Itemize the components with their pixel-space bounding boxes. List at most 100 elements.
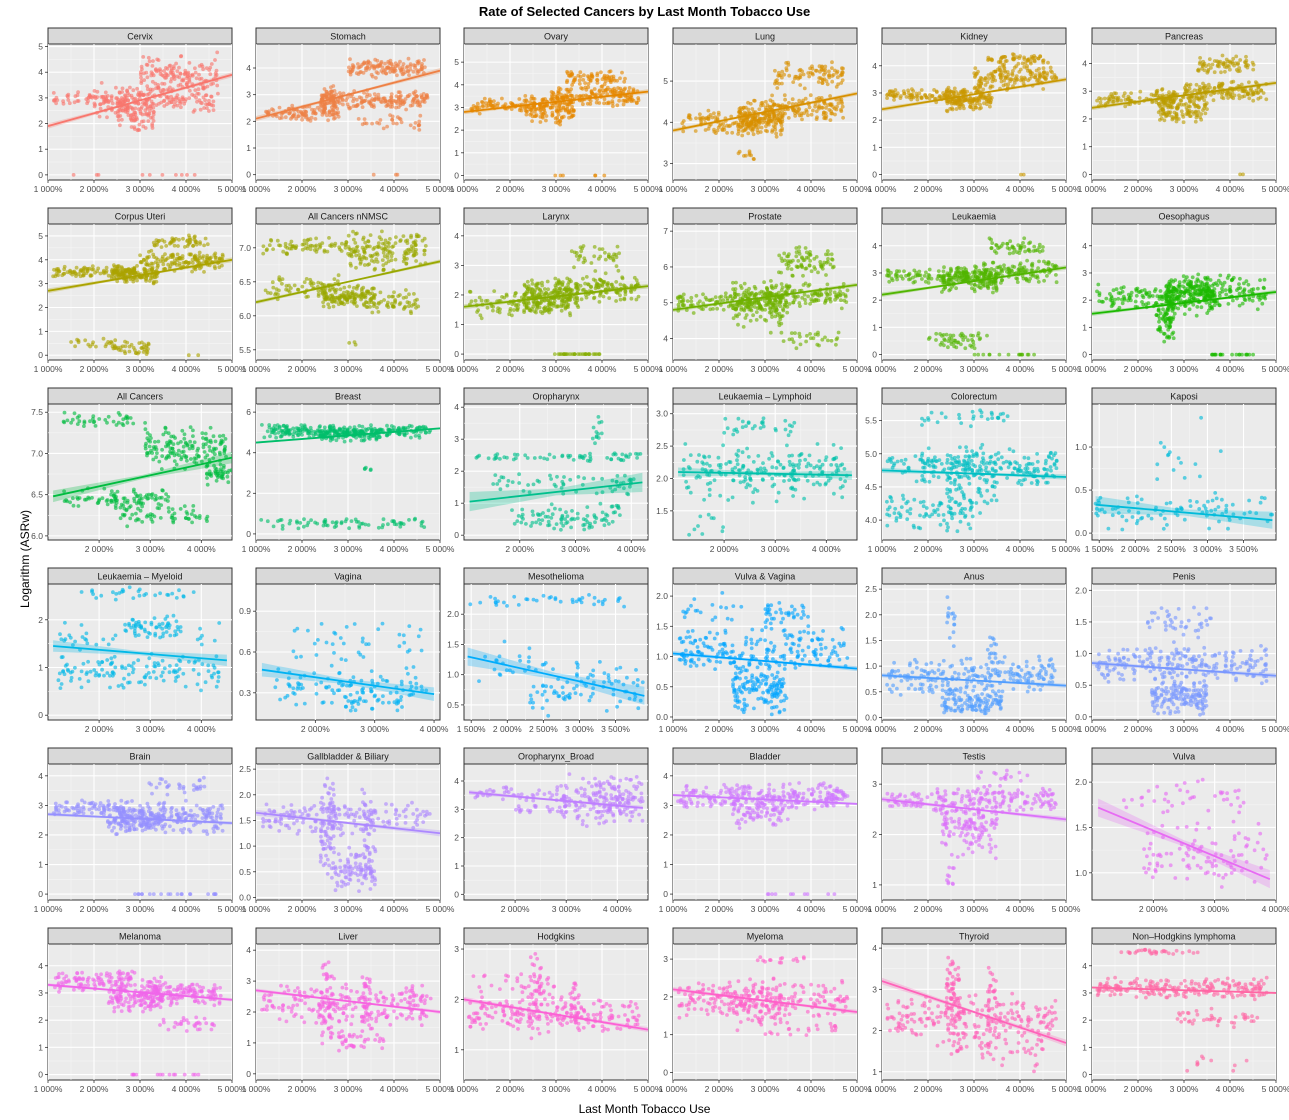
data-point xyxy=(162,69,167,73)
data-point xyxy=(266,110,270,115)
data-point xyxy=(599,70,603,75)
data-point xyxy=(593,173,598,178)
data-point xyxy=(200,64,205,69)
y-tick-label: 5 xyxy=(454,57,459,67)
data-point xyxy=(987,99,991,104)
data-point xyxy=(1161,111,1165,116)
data-point xyxy=(978,102,982,107)
data-point xyxy=(368,292,372,296)
data-point xyxy=(1211,98,1216,103)
data-point xyxy=(261,244,266,249)
data-point xyxy=(1242,94,1247,98)
data-point xyxy=(574,251,579,255)
data-point xyxy=(372,293,377,298)
data-point xyxy=(76,272,81,276)
data-point xyxy=(810,66,815,71)
data-point xyxy=(751,132,756,137)
data-point xyxy=(375,252,380,257)
data-point xyxy=(336,99,341,103)
y-tick-label: 3 xyxy=(872,88,877,98)
data-point xyxy=(710,297,715,302)
data-point xyxy=(598,254,603,259)
data-point xyxy=(383,61,387,66)
data-point xyxy=(473,298,478,303)
data-point xyxy=(629,283,634,288)
data-point xyxy=(1207,62,1211,67)
x-tick-label: 1 000% xyxy=(34,184,63,194)
data-point xyxy=(752,305,757,309)
data-point xyxy=(594,100,599,105)
data-point xyxy=(1234,54,1239,59)
data-point xyxy=(563,305,568,310)
data-point xyxy=(194,95,199,100)
data-point xyxy=(287,290,292,294)
data-point xyxy=(314,243,319,248)
data-point xyxy=(526,286,530,291)
y-tick-label: 3 xyxy=(454,102,459,112)
data-point xyxy=(381,126,386,131)
data-point xyxy=(584,275,589,279)
data-point xyxy=(352,301,357,306)
x-tick-label: 4 000% xyxy=(380,364,409,374)
data-point xyxy=(115,269,119,274)
data-point xyxy=(565,78,570,83)
data-point xyxy=(748,101,753,106)
data-point xyxy=(278,243,283,248)
data-point xyxy=(629,296,634,301)
data-point xyxy=(569,107,574,112)
data-point xyxy=(166,87,170,92)
data-point xyxy=(377,244,381,249)
data-point xyxy=(341,102,345,107)
data-point xyxy=(1002,66,1007,70)
data-point xyxy=(386,249,390,253)
data-point xyxy=(588,102,593,106)
data-point xyxy=(304,109,308,114)
data-point xyxy=(623,292,628,297)
data-point xyxy=(944,108,949,113)
data-point xyxy=(398,239,403,243)
data-point xyxy=(614,299,618,303)
data-point xyxy=(767,117,771,121)
data-point xyxy=(356,283,360,288)
data-point xyxy=(1037,76,1042,81)
data-point xyxy=(155,265,160,270)
data-point xyxy=(719,122,723,127)
data-point xyxy=(153,275,158,280)
data-point xyxy=(617,251,621,256)
data-point xyxy=(713,115,718,120)
data-point xyxy=(1256,90,1261,95)
data-points xyxy=(469,69,641,178)
data-point xyxy=(375,305,379,310)
data-point xyxy=(769,312,774,316)
data-point xyxy=(614,280,619,284)
trend-line xyxy=(256,260,440,304)
data-point xyxy=(550,95,555,99)
data-point xyxy=(124,107,128,112)
data-point xyxy=(1004,59,1009,63)
data-point xyxy=(1261,91,1266,95)
data-point xyxy=(540,280,544,285)
data-point xyxy=(1220,95,1224,100)
data-point xyxy=(1041,74,1046,79)
data-point xyxy=(824,106,828,110)
data-point xyxy=(842,298,847,303)
data-point xyxy=(219,257,224,262)
data-point xyxy=(399,93,403,98)
data-point xyxy=(738,118,743,123)
data-point xyxy=(332,116,336,121)
data-point xyxy=(634,297,639,302)
data-point xyxy=(557,86,561,90)
data-point xyxy=(1228,94,1233,98)
data-point xyxy=(156,239,161,244)
x-tick-label: 2 000% xyxy=(80,184,109,194)
data-point xyxy=(971,97,976,102)
x-tick-label: 3 000% xyxy=(542,364,571,374)
data-point xyxy=(803,297,807,302)
x-tick-label: 5 000% xyxy=(1052,184,1081,194)
data-point xyxy=(118,269,123,273)
data-point xyxy=(748,318,753,323)
data-point xyxy=(765,129,769,134)
